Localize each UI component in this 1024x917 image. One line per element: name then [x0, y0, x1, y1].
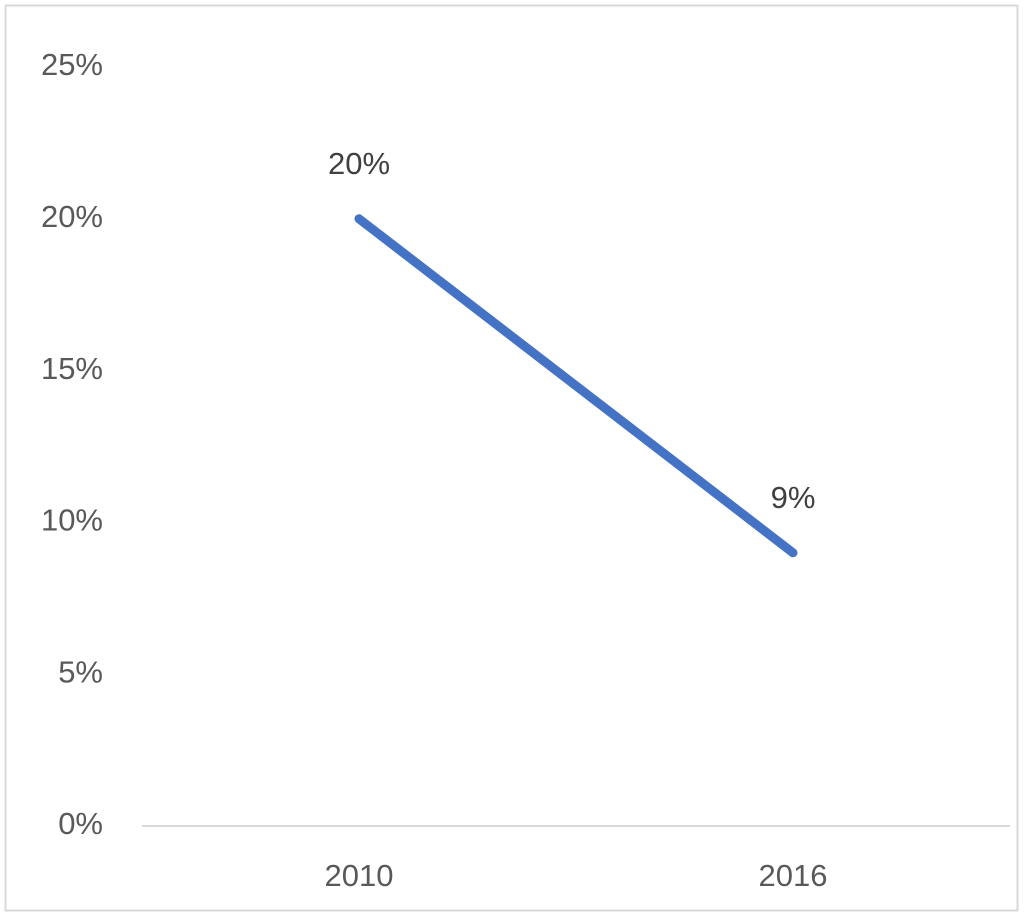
y-tick-label: 5% [58, 654, 103, 689]
y-tick-label: 15% [41, 351, 103, 386]
y-tick-label: 0% [58, 806, 103, 841]
data-line [354, 214, 798, 558]
data-label: 20% [328, 146, 390, 181]
x-tick-label: 2016 [759, 858, 828, 893]
y-tick-label: 20% [41, 199, 103, 234]
data-label: 9% [771, 480, 816, 515]
y-tick-label: 25% [41, 47, 103, 82]
y-tick-label: 10% [41, 503, 103, 538]
x-tick-label: 2010 [325, 858, 394, 893]
chart-border [4, 4, 1019, 912]
